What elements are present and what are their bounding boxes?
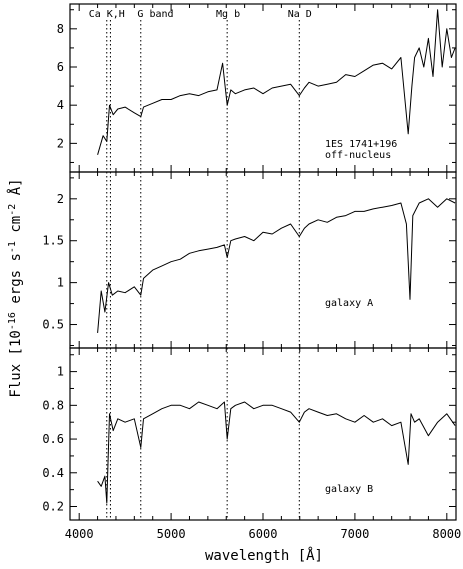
spectrum-line bbox=[97, 9, 456, 155]
panel-frame bbox=[69, 3, 457, 173]
y-axis-title-end: Å] bbox=[7, 178, 24, 203]
spectral-line-label: Mg b bbox=[216, 9, 240, 20]
spectral-line-label: Ca K,H bbox=[89, 9, 125, 20]
y-tick-label: 6 bbox=[57, 60, 64, 74]
panel-annotation: galaxy A bbox=[325, 298, 373, 309]
y-tick-label: 4 bbox=[57, 98, 64, 112]
y-axis-title-mid: ergs s bbox=[8, 253, 24, 312]
x-axis-title: wavelength [Å] bbox=[205, 547, 323, 564]
line-marker-labels: Ca K,H G band Mg b Na D bbox=[89, 9, 312, 20]
y-tick-label: 0.4 bbox=[42, 466, 64, 480]
x-tick-label: 6000 bbox=[249, 527, 278, 541]
x-tick-label: 5000 bbox=[157, 527, 186, 541]
spectrum-line bbox=[97, 401, 456, 504]
y-tick-label: 0.8 bbox=[42, 398, 64, 412]
spectral-line-label: G band bbox=[137, 9, 173, 20]
x-tick-label: 8000 bbox=[432, 527, 461, 541]
panel-3: 0.2 0.4 0.6 0.8 1 galaxy B bbox=[42, 347, 457, 521]
panel-annotation: 1ES 1741+196 bbox=[325, 139, 397, 150]
panel-annotation: galaxy B bbox=[325, 484, 373, 495]
spectral-line-label: Na D bbox=[288, 9, 312, 20]
y-tick-label: 8 bbox=[57, 22, 64, 36]
panel-annotation: off-nucleus bbox=[325, 150, 391, 161]
y-tick-label: 2 bbox=[57, 192, 64, 206]
x-tick-label: 7000 bbox=[340, 527, 369, 541]
spectrum-line bbox=[97, 198, 456, 333]
y-axis-title: Flux [10-16 ergs s-1 cm-2 Å] bbox=[7, 178, 24, 397]
y-axis-title-exp2: -1 bbox=[7, 241, 18, 253]
y-axis-title-main: Flux [10 bbox=[8, 330, 24, 397]
y-tick-label: 0.6 bbox=[42, 432, 64, 446]
panel-frame bbox=[69, 171, 457, 349]
x-tick-label: 4000 bbox=[65, 527, 94, 541]
y-tick-label: 1 bbox=[57, 276, 64, 290]
y-tick-label: 1.5 bbox=[42, 234, 64, 248]
y-tick-label: 2 bbox=[57, 136, 64, 150]
panel-frame bbox=[69, 347, 457, 521]
panel-2: 0.5 1 1.5 2 galaxy A bbox=[42, 171, 457, 349]
y-axis-title-exp1: -16 bbox=[7, 312, 18, 330]
y-tick-label: 0.2 bbox=[42, 500, 64, 514]
x-tick-labels: 4000 5000 6000 7000 8000 bbox=[65, 527, 462, 541]
y-axis-title-exp3: -2 bbox=[7, 204, 18, 216]
y-tick-label: 0.5 bbox=[42, 318, 64, 332]
y-tick-label: 1 bbox=[57, 365, 64, 379]
y-axis-title-mid2: cm bbox=[8, 216, 24, 241]
